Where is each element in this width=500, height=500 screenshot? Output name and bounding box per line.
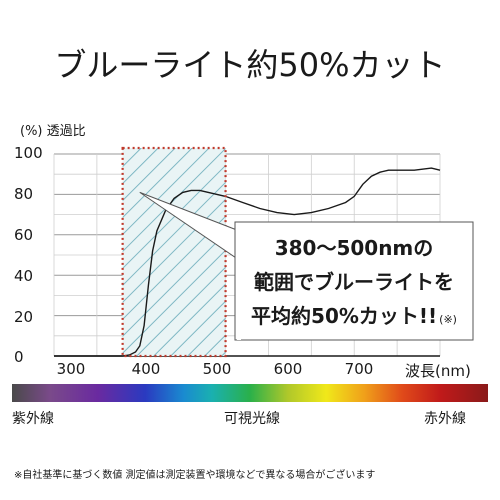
visible-light-label: 可視光線 xyxy=(224,411,280,427)
callout-note: (※) xyxy=(439,313,457,326)
y-axis-label: (%) 透過比 xyxy=(20,124,86,139)
spectrum-bar xyxy=(12,384,488,402)
callout-line-3: 平均約50%カット!! (※) xyxy=(235,300,473,329)
callout-line-3-text: 平均約50%カット!! xyxy=(251,304,438,328)
x-tick-label: 500 xyxy=(202,360,232,378)
x-tick-label: 600 xyxy=(273,360,303,378)
x-tick-label: 300 xyxy=(56,360,86,378)
callout: 380〜500nmの 範囲でブルーライトを 平均約50%カット!! (※) xyxy=(235,222,473,340)
y-tick-label: 100 xyxy=(14,144,43,162)
x-tick-label: 400 xyxy=(131,360,161,378)
highlight-range-box xyxy=(121,146,227,358)
y-tick-label: 20 xyxy=(14,308,34,326)
callout-line-2: 範囲でブルーライトを xyxy=(254,270,454,294)
ultraviolet-label: 紫外線 xyxy=(12,411,54,427)
series-line xyxy=(54,167,441,357)
callout-line-1: 380〜500nmの xyxy=(274,236,434,260)
y-tick-label: 40 xyxy=(14,267,34,285)
y-tick-label: 60 xyxy=(14,226,34,244)
y-tick-label: 0 xyxy=(14,348,24,366)
x-axis-label: 波長(nm) xyxy=(405,362,471,380)
callout-gap xyxy=(237,224,241,340)
y-tick-label: 80 xyxy=(14,185,34,203)
blue-light-hatched-area xyxy=(122,148,226,356)
x-tick-label: 700 xyxy=(344,360,374,378)
footnote: ※自社基準に基づく数値 測定値は測定装置や環境などで異なる場合がございます xyxy=(14,470,376,481)
page-title: ブルーライト約50%カット xyxy=(54,46,446,84)
infrared-label: 赤外線 xyxy=(424,411,466,427)
callout-box xyxy=(234,221,474,341)
